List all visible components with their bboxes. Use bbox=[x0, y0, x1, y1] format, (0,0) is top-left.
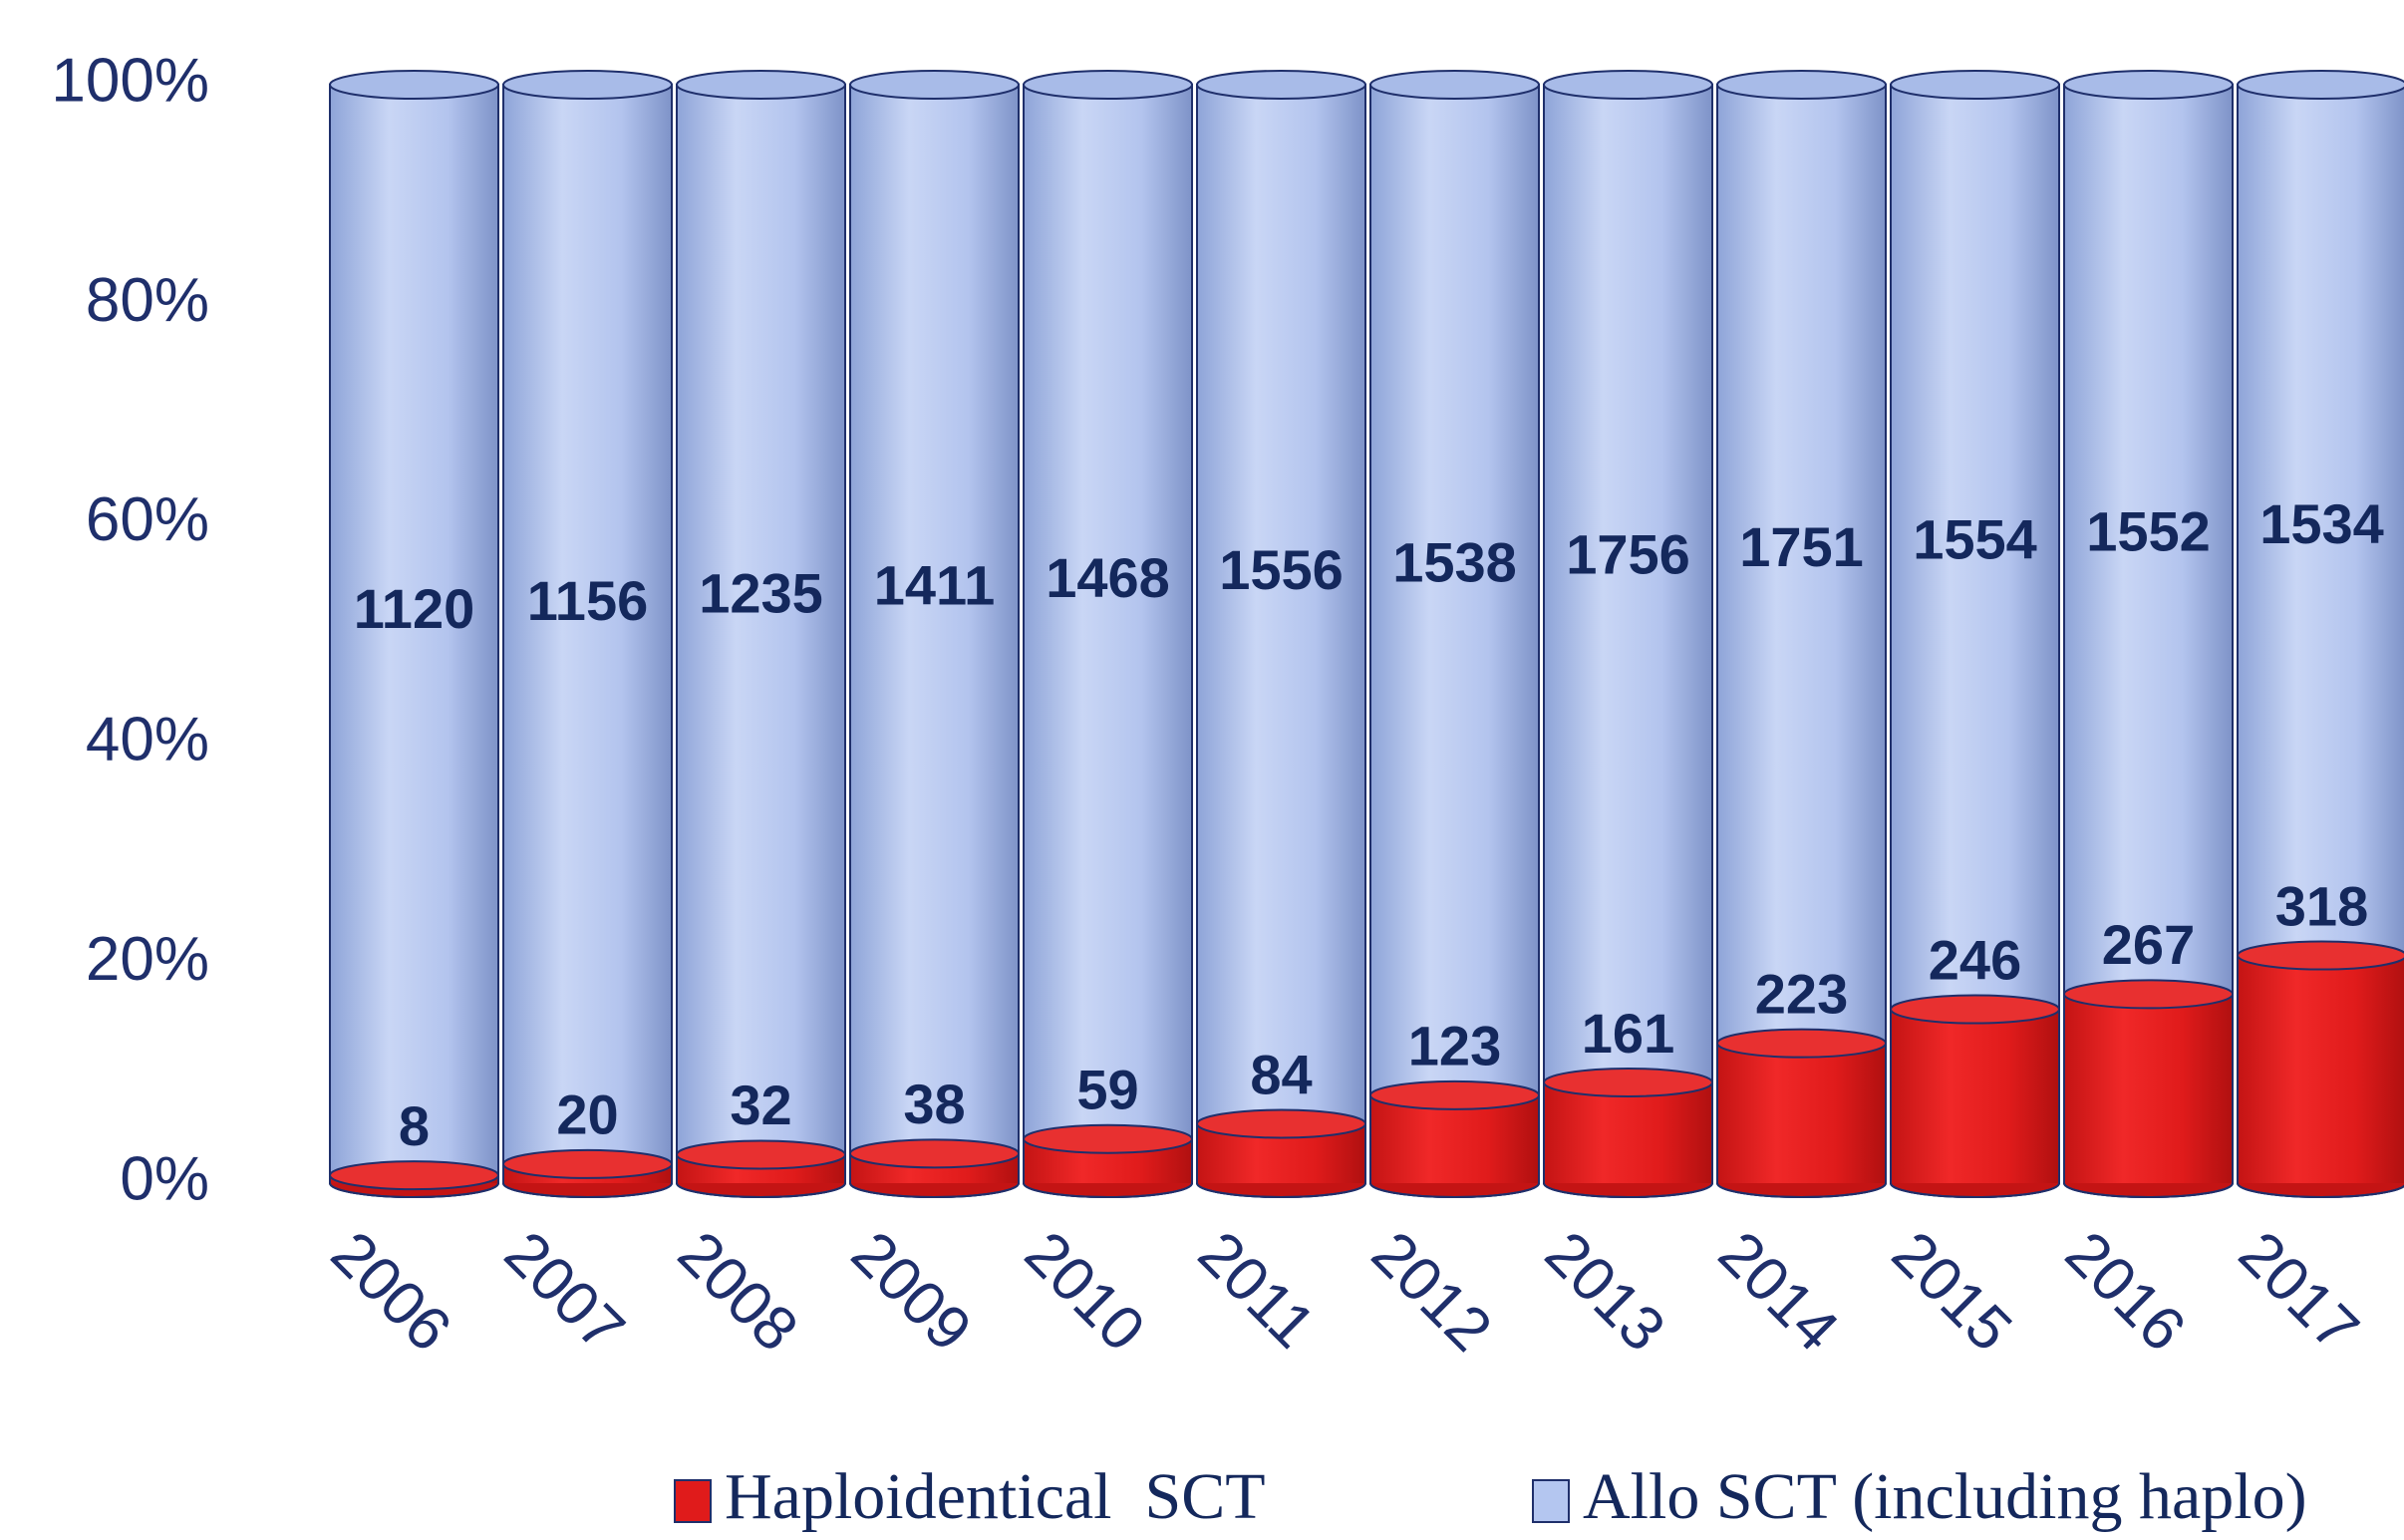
cylinder-top bbox=[1543, 70, 1713, 100]
haplo-top bbox=[1196, 1108, 1366, 1139]
allo-bar bbox=[1023, 84, 1193, 1184]
haplo-top bbox=[2063, 979, 2234, 1010]
x-tick-label: 2013 bbox=[1532, 1219, 1677, 1365]
allo-value-label: 1235 bbox=[699, 561, 823, 624]
haplo-top bbox=[329, 1160, 499, 1191]
legend-label: Allo SCT (including haplo) bbox=[1583, 1460, 2307, 1533]
cylinder-top bbox=[1369, 70, 1540, 100]
x-tick-label: 2009 bbox=[838, 1219, 984, 1365]
cylinder-top bbox=[1890, 70, 2060, 100]
x-tick-label: 2011 bbox=[1185, 1219, 1328, 1362]
haplo-edge bbox=[1023, 1138, 1193, 1198]
x-tick-label: 2012 bbox=[1358, 1219, 1504, 1365]
haplo-edge bbox=[849, 1153, 1020, 1198]
allo-bar bbox=[329, 84, 499, 1184]
y-tick-label: 40% bbox=[86, 706, 209, 774]
x-tick-label: 2007 bbox=[491, 1219, 637, 1365]
cylinder-top bbox=[1023, 70, 1193, 100]
cylinder-top bbox=[2063, 70, 2234, 100]
haplo-edge bbox=[2237, 955, 2404, 1198]
allo-value-label: 1552 bbox=[2086, 500, 2211, 563]
allo-value-label: 1534 bbox=[2259, 492, 2384, 555]
cylinder-top bbox=[1716, 70, 1887, 100]
haplo-value-label: 32 bbox=[730, 1074, 791, 1136]
haplo-edge bbox=[676, 1154, 846, 1198]
allo-value-label: 1156 bbox=[527, 569, 649, 632]
haplo-value-label: 8 bbox=[399, 1094, 430, 1157]
cylinder-top bbox=[2237, 70, 2404, 100]
y-tick-label: 20% bbox=[86, 925, 209, 994]
cylinder-top bbox=[849, 70, 1020, 100]
haplo-edge bbox=[1543, 1081, 1713, 1198]
y-tick-label: 0% bbox=[120, 1144, 209, 1213]
haplo-edge bbox=[1890, 1009, 2060, 1198]
legend-swatch bbox=[674, 1479, 712, 1523]
haplo-value-label: 59 bbox=[1076, 1059, 1138, 1121]
cylinder-top bbox=[502, 70, 673, 100]
haplo-bar bbox=[1891, 1009, 2059, 1183]
y-tick-label: 80% bbox=[86, 266, 209, 335]
allo-bar bbox=[676, 84, 846, 1184]
haplo-value-label: 38 bbox=[903, 1073, 965, 1135]
cylinder-top bbox=[329, 70, 499, 100]
x-tick-label: 2006 bbox=[318, 1219, 463, 1365]
haplo-top bbox=[1890, 994, 2060, 1025]
x-tick-label: 2014 bbox=[1705, 1219, 1851, 1365]
haplo-value-label: 246 bbox=[1929, 928, 2021, 991]
allo-value-label: 1556 bbox=[1219, 538, 1344, 601]
x-tick-label: 2015 bbox=[1879, 1219, 2024, 1365]
haplo-edge bbox=[1716, 1043, 1887, 1198]
haplo-edge bbox=[502, 1163, 673, 1198]
allo-bar bbox=[1196, 84, 1366, 1184]
haplo-bar bbox=[1717, 1043, 1886, 1183]
allo-bar bbox=[502, 84, 673, 1184]
allo-value-label: 1756 bbox=[1566, 523, 1690, 586]
haplo-top bbox=[1023, 1123, 1193, 1154]
y-tick-label: 60% bbox=[86, 485, 209, 554]
haplo-top bbox=[1369, 1079, 1540, 1110]
legend-swatch bbox=[1532, 1479, 1570, 1523]
haplo-top bbox=[502, 1148, 673, 1179]
haplo-value-label: 223 bbox=[1755, 962, 1848, 1025]
haplo-top bbox=[676, 1139, 846, 1170]
haplo-bar bbox=[1544, 1081, 1712, 1183]
y-tick-label: 100% bbox=[51, 46, 209, 115]
allo-bar bbox=[1543, 84, 1713, 1184]
haplo-value-label: 318 bbox=[2275, 874, 2368, 937]
haplo-top bbox=[2237, 940, 2404, 971]
haplo-top bbox=[1716, 1028, 1887, 1059]
haplo-value-label: 123 bbox=[1408, 1015, 1501, 1078]
x-tick-label: 2016 bbox=[2052, 1219, 2198, 1365]
x-tick-label: 2017 bbox=[2226, 1219, 2371, 1365]
haplo-top bbox=[849, 1138, 1020, 1169]
haplo-value-label: 84 bbox=[1250, 1043, 1312, 1105]
haplo-edge bbox=[1369, 1094, 1540, 1198]
cylinder-top bbox=[676, 70, 846, 100]
allo-value-label: 1554 bbox=[1913, 507, 2037, 570]
allo-value-label: 1751 bbox=[1739, 515, 1864, 578]
allo-bar bbox=[1369, 84, 1540, 1184]
haplo-bar bbox=[2238, 955, 2404, 1183]
allo-value-label: 1538 bbox=[1392, 530, 1517, 593]
allo-value-label: 1411 bbox=[874, 554, 996, 617]
allo-value-label: 1468 bbox=[1046, 546, 1170, 609]
x-tick-label: 2008 bbox=[665, 1219, 810, 1365]
allo-bar bbox=[1716, 84, 1887, 1184]
legend-label: Haploidentical SCT bbox=[725, 1460, 1266, 1533]
cylinder-top bbox=[1196, 70, 1366, 100]
haplo-value-label: 161 bbox=[1582, 1002, 1674, 1065]
haplo-edge bbox=[2063, 994, 2234, 1198]
haplo-edge bbox=[1196, 1123, 1366, 1198]
allo-bar bbox=[849, 84, 1020, 1184]
haplo-edge bbox=[329, 1175, 499, 1198]
haplo-value-label: 20 bbox=[556, 1083, 618, 1146]
x-tick-label: 2010 bbox=[1012, 1219, 1157, 1365]
haplo-top bbox=[1543, 1067, 1713, 1097]
haplo-value-label: 267 bbox=[2102, 913, 2195, 976]
haplo-bar bbox=[2064, 994, 2233, 1183]
allo-value-label: 1120 bbox=[354, 577, 475, 640]
